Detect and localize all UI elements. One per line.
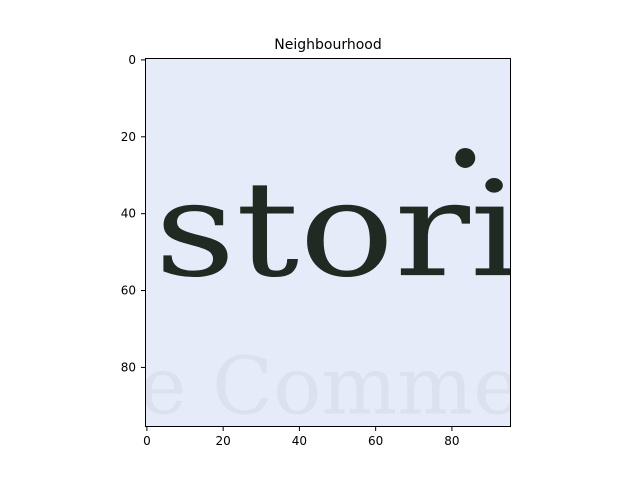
x-tick-label: 80 — [444, 434, 459, 448]
y-tick-label: 40 — [121, 207, 136, 221]
y-tick-label: 80 — [121, 360, 136, 374]
y-tick-label: 0 — [128, 53, 136, 67]
letter-i-dot — [455, 147, 476, 168]
chart-title: Neighbourhood — [274, 37, 381, 53]
word-crop-text: stori — [155, 153, 521, 307]
y-tick-label: 20 — [121, 130, 136, 144]
x-tick-label: 60 — [368, 434, 383, 448]
y-tick-label: 60 — [121, 284, 136, 298]
x-tick-label: 0 — [143, 434, 151, 448]
x-tick-label: 20 — [216, 434, 231, 448]
faded-background-text: e Comme — [139, 340, 520, 433]
x-axis: 0 20 40 60 80 — [143, 427, 460, 448]
y-axis: 0 20 40 60 80 — [121, 53, 145, 374]
x-tick-label: 40 — [292, 434, 307, 448]
image-background — [145, 58, 511, 427]
image-area: e Comme stori — [139, 58, 521, 433]
axes-frame — [145, 58, 511, 427]
